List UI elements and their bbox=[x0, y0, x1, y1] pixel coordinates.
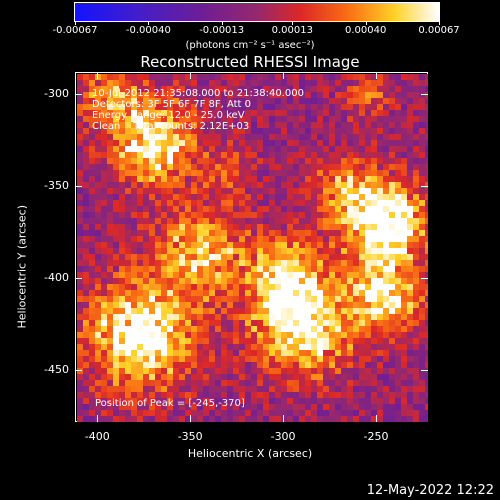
y-tick-mark bbox=[421, 370, 428, 372]
y-tick-mark bbox=[421, 186, 428, 188]
info-time-range: 10-Jul-2012 21:35:08.000 to 21:38:40.000 bbox=[92, 88, 304, 99]
render-timestamp: 12-May-2022 12:22 bbox=[366, 483, 494, 498]
x-tick-mark bbox=[97, 415, 99, 422]
colorbar-tick-mark bbox=[439, 21, 440, 25]
peak-position-label: Position of Peak = [-245,-370] bbox=[95, 398, 245, 409]
colorbar-tick-label: 0.00040 bbox=[344, 25, 387, 36]
y-tick-mark bbox=[421, 94, 428, 96]
colorbar-tick-label: -0.00013 bbox=[199, 25, 245, 36]
colorbar-tick-label: 0.00013 bbox=[271, 25, 313, 36]
x-tick-mark bbox=[190, 72, 192, 79]
y-tick-label: -450 bbox=[44, 363, 69, 377]
x-tick-label: -250 bbox=[363, 430, 389, 443]
colorbar-tick-label: 0.00067 bbox=[418, 25, 460, 36]
x-tick-mark bbox=[97, 72, 99, 79]
colorbar-tick-mark bbox=[75, 21, 76, 25]
plot-area bbox=[75, 72, 428, 422]
x-tick-label: -350 bbox=[177, 430, 203, 443]
colorbar-tick-label: -0.00040 bbox=[125, 25, 171, 36]
y-tick-mark bbox=[75, 94, 82, 96]
x-tick-mark bbox=[375, 415, 377, 422]
y-tick-mark bbox=[75, 278, 82, 280]
colorbar-tick-mark bbox=[148, 21, 150, 25]
y-axis-label: Heliocentric Y (arcsec) bbox=[15, 204, 29, 329]
y-tick-label: -400 bbox=[44, 271, 69, 285]
y-tick-mark bbox=[75, 370, 82, 372]
x-tick-label: -300 bbox=[270, 430, 296, 443]
y-tick-label: -350 bbox=[44, 179, 69, 193]
x-axis-label: Heliocentric X (arcsec) bbox=[187, 447, 313, 460]
info-detectors: Detectors: 3F 5F 6F 7F 8F, Att 0 bbox=[92, 99, 252, 110]
x-tick-mark bbox=[283, 415, 285, 422]
colorbar-tick-mark bbox=[365, 21, 367, 25]
colorbar-tick-label: -0.00067 bbox=[52, 25, 98, 36]
colorbar-tick-mark bbox=[292, 21, 294, 25]
heatmap-image bbox=[77, 74, 428, 422]
colorbar-units: (photons cm⁻² s⁻¹ asec⁻²) bbox=[185, 40, 315, 51]
x-tick-mark bbox=[190, 415, 192, 422]
y-tick-label: -300 bbox=[44, 87, 69, 101]
y-tick-mark bbox=[75, 186, 82, 188]
info-energy-range: Energy Range: 12.0 - 25.0 keV bbox=[92, 110, 245, 121]
colorbar-tick-mark bbox=[221, 21, 223, 25]
colorbar bbox=[74, 2, 440, 22]
x-tick-mark bbox=[375, 72, 377, 79]
x-tick-label: -400 bbox=[84, 430, 110, 443]
y-tick-mark bbox=[421, 278, 428, 280]
x-tick-mark bbox=[283, 72, 285, 79]
plot-title: Reconstructed RHESSI Image bbox=[140, 53, 360, 71]
info-clean-counts: Clean Total counts: 2.12E+03 bbox=[92, 121, 250, 132]
